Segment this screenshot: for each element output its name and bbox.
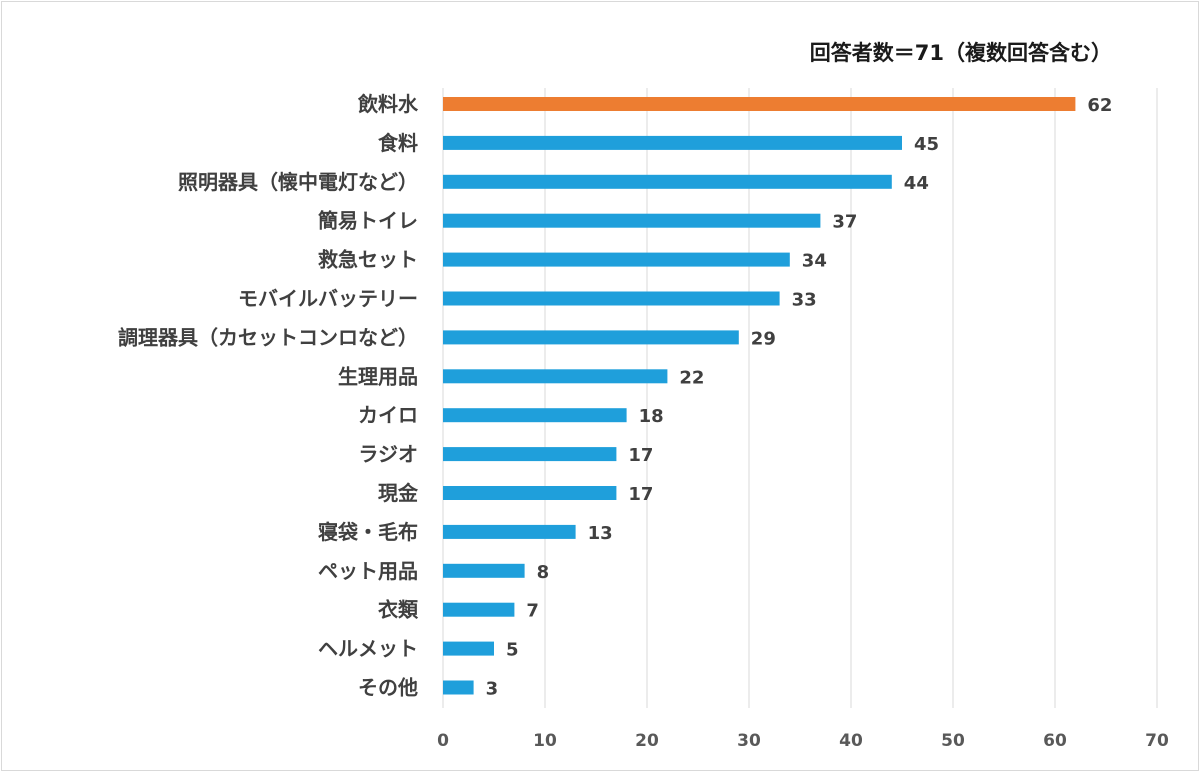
data-label: 37 bbox=[832, 212, 857, 233]
bar bbox=[443, 641, 494, 656]
bar bbox=[443, 602, 515, 617]
bar bbox=[443, 369, 668, 384]
x-tick-label: 40 bbox=[839, 731, 863, 751]
bar bbox=[443, 408, 627, 423]
category-label: その他 bbox=[358, 676, 418, 700]
category-label: 食料 bbox=[378, 131, 418, 155]
data-label: 5 bbox=[506, 640, 519, 661]
x-tick-label: 50 bbox=[941, 731, 965, 751]
category-label: 救急セット bbox=[318, 248, 418, 272]
bar bbox=[443, 97, 1076, 111]
x-tick-label: 60 bbox=[1043, 731, 1067, 751]
data-label: 17 bbox=[628, 484, 653, 505]
bar bbox=[443, 213, 821, 228]
category-label: 現金 bbox=[378, 481, 419, 505]
bar bbox=[443, 563, 525, 578]
x-tick-label: 30 bbox=[737, 731, 761, 751]
category-label: モバイルバッテリー bbox=[238, 287, 418, 311]
x-tick-label: 70 bbox=[1145, 731, 1169, 751]
bars bbox=[443, 97, 1076, 695]
category-label: 飲料水 bbox=[357, 92, 419, 116]
bar bbox=[443, 135, 902, 150]
category-label: ペット用品 bbox=[318, 559, 418, 583]
category-label: ラジオ bbox=[358, 442, 418, 466]
data-label: 3 bbox=[486, 679, 499, 700]
category-label: 生理用品 bbox=[338, 364, 418, 388]
data-label: 18 bbox=[639, 406, 664, 427]
category-label: 衣類 bbox=[378, 598, 419, 622]
x-tick-label: 0 bbox=[437, 731, 449, 751]
data-label: 8 bbox=[537, 562, 550, 583]
chart-title: 回答者数＝71（複数回答含む） bbox=[810, 41, 1112, 65]
bar bbox=[443, 524, 576, 539]
bar bbox=[443, 174, 892, 189]
category-label: 寝袋・毛布 bbox=[318, 520, 418, 544]
data-label: 62 bbox=[1087, 95, 1112, 116]
data-label: 44 bbox=[904, 173, 929, 194]
data-label: 33 bbox=[792, 290, 817, 311]
bar bbox=[443, 330, 739, 345]
data-label: 29 bbox=[751, 328, 776, 349]
data-label: 45 bbox=[914, 134, 939, 155]
data-label: 13 bbox=[588, 523, 613, 544]
bar bbox=[443, 252, 790, 267]
category-label: カイロ bbox=[358, 403, 418, 427]
x-tick-label: 10 bbox=[533, 731, 557, 751]
category-label: ヘルメット bbox=[318, 637, 418, 661]
bar bbox=[443, 447, 617, 462]
bar bbox=[443, 486, 617, 500]
data-label: 34 bbox=[802, 251, 827, 272]
bar bbox=[443, 291, 780, 306]
category-label: 照明器具（懐中電灯など） bbox=[178, 170, 418, 194]
data-label: 22 bbox=[679, 367, 704, 388]
category-label: 調理器具（カセットコンロなど） bbox=[118, 325, 418, 349]
category-label: 簡易トイレ bbox=[318, 209, 418, 233]
x-axis-ticks: 0 10 20 30 40 50 60 70 bbox=[437, 731, 1169, 751]
x-tick-label: 20 bbox=[635, 731, 659, 751]
data-label: 17 bbox=[628, 445, 653, 466]
bar bbox=[443, 680, 474, 695]
data-label: 7 bbox=[526, 601, 539, 622]
